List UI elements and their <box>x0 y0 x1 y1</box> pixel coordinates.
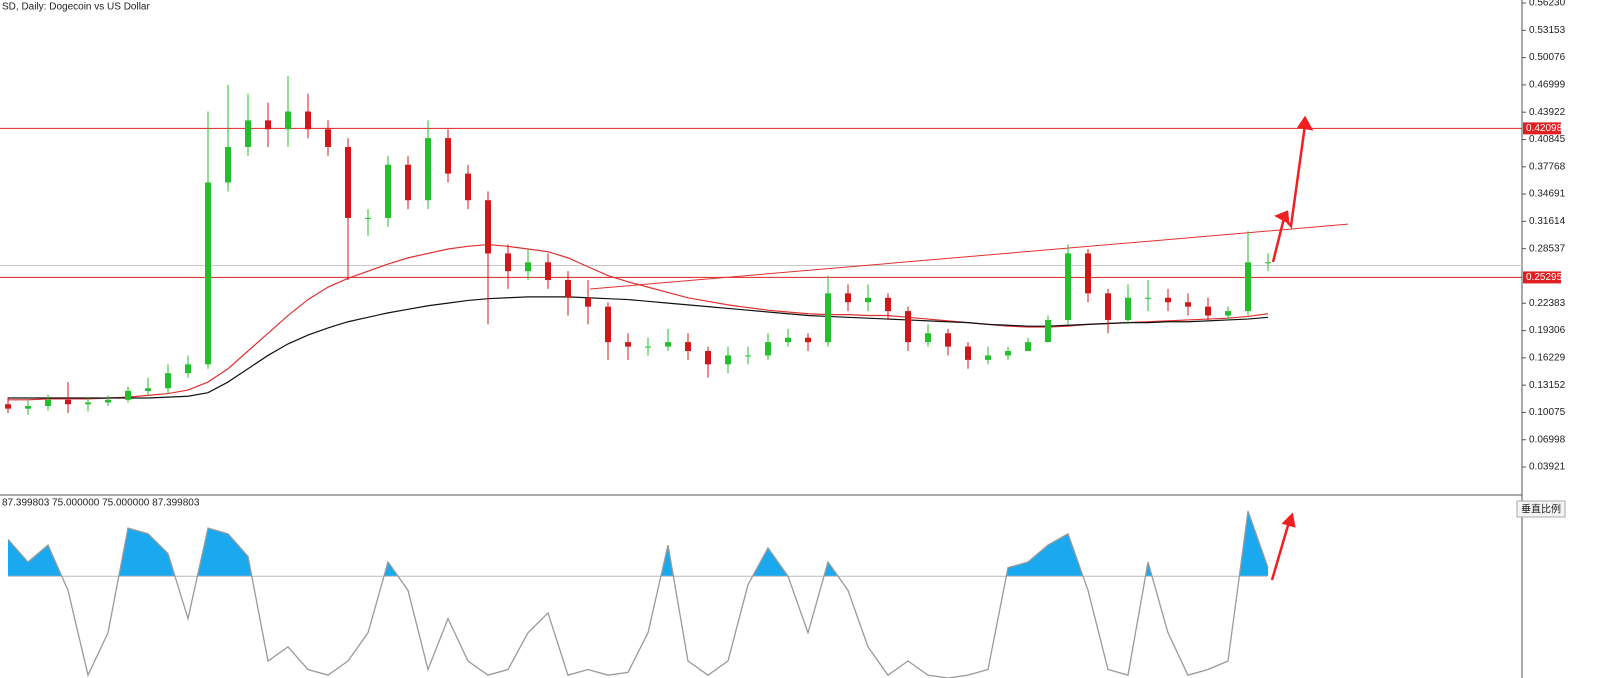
candle-body <box>485 200 491 254</box>
candle-body <box>1085 253 1091 294</box>
y-tick-label: 0.53153 <box>1529 25 1566 36</box>
candle-body <box>425 138 431 201</box>
price-pane <box>0 76 1522 415</box>
candle-body <box>185 364 191 374</box>
candle-body <box>585 297 591 307</box>
candle-body <box>885 297 891 312</box>
y-tick-label: 0.34691 <box>1529 189 1566 200</box>
y-tick-label: 0.28537 <box>1529 243 1566 254</box>
candle-body <box>385 164 391 218</box>
candle-body <box>1145 297 1151 299</box>
candle-body <box>745 355 751 357</box>
candle-body <box>625 342 631 347</box>
candle-body <box>1265 262 1271 264</box>
y-tick-label: 0.22383 <box>1529 298 1566 309</box>
candle-body <box>665 342 671 347</box>
y-tick-label: 0.46999 <box>1529 80 1566 91</box>
candle-body <box>405 164 411 201</box>
candle-body <box>545 262 551 281</box>
candle-body <box>1105 293 1111 320</box>
candle-body <box>265 120 271 130</box>
indicator-line <box>7 510 1269 678</box>
candle-body <box>205 182 211 365</box>
indicator-fill <box>8 511 1268 577</box>
candle-body <box>1205 306 1211 316</box>
y-tick-label: 0.43922 <box>1529 107 1566 118</box>
candle-body <box>945 333 951 347</box>
candle-body <box>365 217 371 219</box>
y-tick-label: 0.16229 <box>1529 352 1566 363</box>
indicator-pane <box>7 510 1269 678</box>
moving-average <box>8 243 1269 401</box>
candle-body <box>505 253 511 272</box>
candle-body <box>245 120 251 147</box>
candle-body <box>445 138 451 174</box>
candle-body <box>1225 311 1231 316</box>
candle-body <box>285 111 291 130</box>
candle-body <box>705 351 711 365</box>
candle-body <box>925 333 931 343</box>
candle-body <box>525 262 531 272</box>
moving-average <box>8 296 1269 399</box>
candle-body <box>345 146 351 218</box>
candle-body <box>805 337 811 343</box>
candle-body <box>1245 262 1251 312</box>
y-tick-label: 0.50076 <box>1529 52 1566 63</box>
y-tick-label: 0.06998 <box>1529 434 1566 445</box>
candle-body <box>1185 302 1191 307</box>
level-tag <box>1523 122 1561 135</box>
annotation-arrows <box>1270 115 1314 581</box>
candle-body <box>785 337 791 343</box>
candle-body <box>1165 297 1171 303</box>
y-tick-label: 0.56230 <box>1529 0 1566 9</box>
y-tick-label: 0.13152 <box>1529 380 1566 391</box>
level-tag <box>1523 271 1561 284</box>
y-tick-label: 0.03921 <box>1529 462 1566 473</box>
candle-body <box>105 399 111 403</box>
y-tick-label: 0.31614 <box>1529 216 1566 227</box>
y-tick-label: 0.19306 <box>1529 325 1566 336</box>
indicator-title: 87.399803 75.000000 75.000000 87.399803 <box>2 498 200 509</box>
y-tick-label: 0.10075 <box>1529 407 1566 418</box>
candle-body <box>965 346 971 360</box>
y-tick-label: 0.40845 <box>1529 134 1566 145</box>
candle-body <box>165 373 171 389</box>
candle-body <box>65 399 71 405</box>
candle-body <box>85 402 91 405</box>
candle-body <box>685 342 691 352</box>
candle-body <box>1065 253 1071 320</box>
candle-body <box>45 399 51 407</box>
candle-body <box>305 111 311 130</box>
candle-body <box>605 306 611 343</box>
candle-body <box>645 346 651 348</box>
trendline <box>589 223 1349 290</box>
chart-title: SD, Daily: Dogecoin vs US Dollar <box>2 2 150 13</box>
level-tag-label: 0.25295 <box>1526 272 1563 283</box>
candle-body <box>865 297 871 303</box>
candle-body <box>725 355 731 365</box>
level-tag-label: 0.42098 <box>1526 123 1563 134</box>
candle-body <box>985 355 991 360</box>
candle-body <box>25 406 31 409</box>
candle-body <box>5 404 11 409</box>
candle-body <box>1025 342 1031 352</box>
candle-body <box>465 173 471 201</box>
candle-body <box>145 388 151 391</box>
candle-body <box>1125 297 1131 320</box>
scale-button-label[interactable]: 垂直比例 <box>1521 503 1561 516</box>
y-tick-label: 0.37768 <box>1529 161 1566 172</box>
candle-body <box>1005 351 1011 356</box>
candle-body <box>1045 319 1051 343</box>
candle-body <box>125 390 131 400</box>
candle-body <box>225 146 231 183</box>
candle-body <box>845 293 851 303</box>
candle-body <box>825 293 831 343</box>
axis-labels: 0.56230 0.53153 0.50076 0.46999 0.43922 0.408… <box>1522 0 1566 473</box>
scale-button[interactable] <box>1516 500 1566 518</box>
candle-body <box>325 129 331 147</box>
candle-body <box>565 280 571 298</box>
candle-body <box>905 311 911 343</box>
candle-body <box>765 342 771 356</box>
